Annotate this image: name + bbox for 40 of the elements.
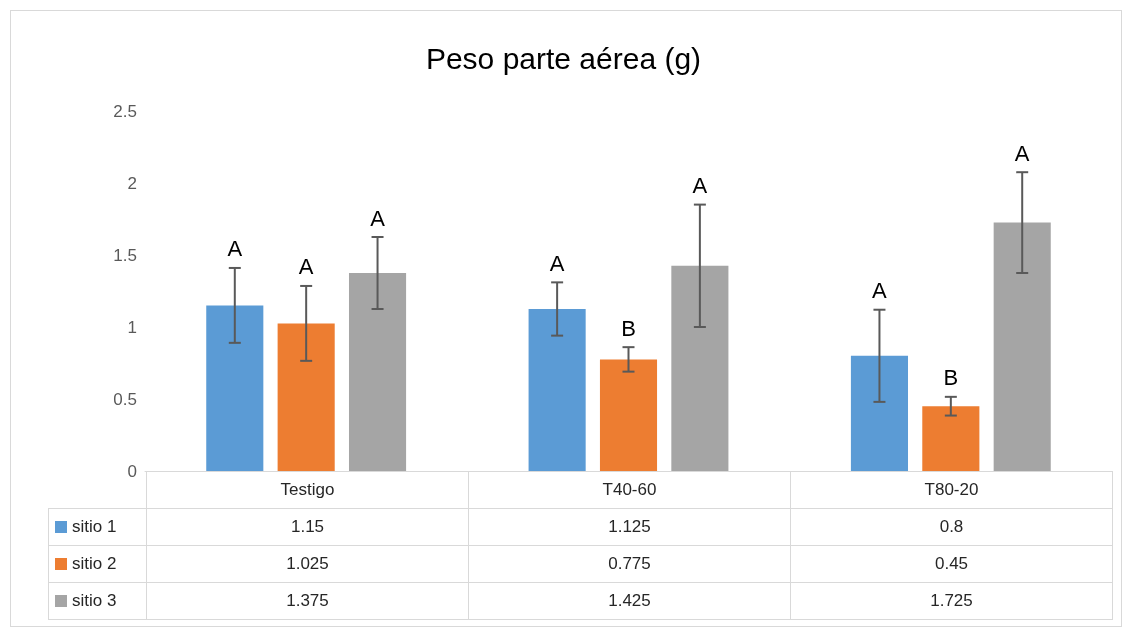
data-label: 1.025	[146, 545, 469, 583]
bar	[599, 359, 658, 471]
data-label: 1.125	[468, 508, 791, 546]
data-label: 1.15	[146, 508, 469, 546]
y-tick-label: 1	[127, 317, 137, 337]
annotation: A	[298, 254, 314, 280]
bar	[671, 265, 729, 471]
x-tick-label: T40-60	[468, 471, 791, 509]
legend-label: sitio 2	[48, 545, 147, 583]
annotation: B	[943, 365, 959, 391]
legend-label: sitio 3	[48, 582, 147, 620]
x-tick-label: Testigo	[146, 471, 469, 509]
x-tick-label: T80-20	[790, 471, 1113, 509]
data-label: 0.8	[790, 508, 1113, 546]
bar	[993, 222, 1051, 471]
y-tick-label: 0.5	[113, 389, 137, 409]
annotation: A	[549, 250, 565, 276]
bar	[850, 355, 909, 471]
y-tick-label: 2	[127, 173, 137, 193]
annotation: B	[621, 315, 636, 341]
legend-label: sitio 1	[48, 508, 147, 546]
bar	[348, 273, 407, 471]
annotation: A	[227, 236, 243, 262]
data-label: 1.725	[790, 582, 1113, 620]
data-label: 1.425	[468, 582, 791, 620]
annotation: A	[872, 278, 888, 304]
chart-title: Peso parte aérea (g)	[425, 41, 702, 75]
annotation: A	[692, 173, 708, 199]
annotation: A	[370, 205, 386, 231]
bar	[922, 406, 980, 471]
y-tick-label: 1.5	[113, 245, 137, 265]
data-label: 0.45	[790, 545, 1113, 583]
bar	[277, 323, 335, 471]
y-tick-label: 2.5	[113, 101, 137, 121]
bar	[206, 305, 264, 471]
data-label: 1.375	[146, 582, 469, 620]
y-tick-label: 0	[127, 461, 137, 481]
data-label: 0.775	[468, 545, 791, 583]
bar	[528, 309, 586, 471]
annotation: A	[1014, 140, 1030, 166]
